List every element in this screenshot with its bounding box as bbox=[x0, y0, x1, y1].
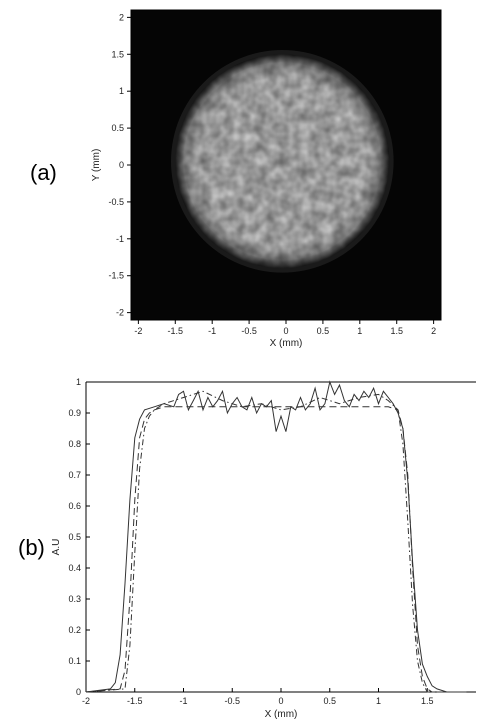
chart-a-x-tick-label: 1 bbox=[357, 326, 362, 336]
chart-a-axes: -2 -1.5 -1 -0.5 0 0.5 1 1.5 2 2 1.5 1 0.5 0 -0.5 -1 -1.5… bbox=[108, 9, 442, 336]
chart-a-x-tick-label: -1 bbox=[208, 326, 216, 336]
chart-a-y-tick-label: 2 bbox=[119, 12, 124, 22]
panel-label-a: (a) bbox=[30, 160, 57, 185]
panel-label-b: (b) bbox=[18, 535, 45, 560]
chart-a-y-tick-label: 0 bbox=[119, 160, 124, 170]
chart-b: -2 -1.5 -1 -0.5 0 0.5 1 1.5 0 0.1 0.2 0.3 0.4 0.5 0.6 0… bbox=[51, 377, 476, 720]
chart-a-y-tick-label: 1.5 bbox=[111, 49, 124, 59]
chart-b-y-tick-label: 0.8 bbox=[68, 439, 81, 449]
chart-b-x-tick-label: -1.5 bbox=[127, 696, 143, 706]
chart-a-x-axis-label: X (mm) bbox=[270, 338, 303, 349]
chart-a-x-tick-label: -1.5 bbox=[168, 326, 184, 336]
chart-a-x-tick-label: 0 bbox=[283, 326, 288, 336]
chart-b-y-tick-label: 0.9 bbox=[68, 408, 81, 418]
chart-b-series-line-dashed bbox=[85, 406, 467, 693]
chart-b-y-tick-label: 0.7 bbox=[68, 470, 81, 480]
chart-a-y-tick-label: -1.5 bbox=[108, 271, 124, 281]
chart-a-spot-speckle bbox=[175, 54, 390, 269]
chart-a-x-tick-label: 1.5 bbox=[390, 326, 403, 336]
chart-b-y-tick-label: 0.3 bbox=[68, 594, 81, 604]
chart-b-x-tick-label: 1 bbox=[376, 696, 381, 706]
chart-b-y-axis-label: A.U bbox=[51, 539, 62, 556]
chart-b-y-tick-label: 0.1 bbox=[68, 656, 81, 666]
chart-b-x-tick-label: -2 bbox=[82, 696, 90, 706]
chart-a-x-tick-label: -0.5 bbox=[241, 326, 257, 336]
chart-a-y-tick-label: -2 bbox=[116, 308, 124, 318]
chart-a-x-tick-label: 2 bbox=[431, 326, 436, 336]
chart-a-y-tick-label: -1 bbox=[116, 234, 124, 244]
chart-b-y-tick-label: 0 bbox=[76, 687, 81, 697]
chart-a-y-tick-label: 0.5 bbox=[111, 123, 124, 133]
chart-a-spot bbox=[171, 50, 394, 273]
chart-b-series bbox=[85, 380, 467, 693]
chart-a-y-tick-label: 1 bbox=[119, 86, 124, 96]
chart-a-x-tick-label: -2 bbox=[134, 326, 142, 336]
chart-b-series-line-dash-dot bbox=[85, 390, 467, 693]
chart-b-x-tick-label: 1.5 bbox=[421, 696, 434, 706]
chart-b-series-line-solid bbox=[85, 380, 467, 693]
chart-b-y-tick-label: 0.4 bbox=[68, 563, 81, 573]
chart-b-x-tick-label: -1 bbox=[179, 696, 187, 706]
chart-b-x-tick-label: -0.5 bbox=[224, 696, 240, 706]
chart-b-x-tick-label: 0 bbox=[278, 696, 283, 706]
chart-b-y-tick-label: 0.2 bbox=[68, 625, 81, 635]
chart-b-y-tick-label: 0.5 bbox=[68, 532, 81, 542]
chart-b-x-tick-label: 0.5 bbox=[323, 696, 336, 706]
chart-a: -2 -1.5 -1 -0.5 0 0.5 1 1.5 2 2 1.5 1 0.5 0 -0.5 -1 -1.5… bbox=[91, 9, 442, 349]
chart-b-y-tick-label: 1 bbox=[76, 377, 81, 387]
chart-b-axes: -2 -1.5 -1 -0.5 0 0.5 1 1.5 0 0.1 0.2 0.3 0.4 0.5 0.6 0… bbox=[68, 377, 476, 706]
chart-a-x-tick-label: 0.5 bbox=[317, 326, 330, 336]
chart-a-y-tick-label: -0.5 bbox=[108, 197, 124, 207]
chart-b-y-tick-label: 0.6 bbox=[68, 501, 81, 511]
chart-b-x-axis-label: X (mm) bbox=[265, 709, 298, 720]
chart-a-y-axis-label: Y (mm) bbox=[91, 149, 102, 182]
